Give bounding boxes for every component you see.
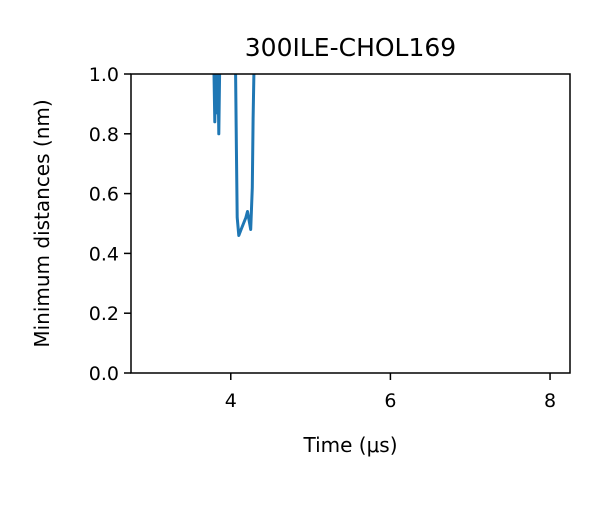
x-axis-label: Time (μs) [302, 433, 397, 457]
series-line [216, 74, 222, 136]
plot-background [131, 74, 570, 373]
chart-title: 300ILE-CHOL169 [245, 33, 456, 62]
y-tick-label: 1.0 [89, 64, 119, 86]
y-tick-label: 0.2 [89, 303, 119, 325]
x-tick-label: 8 [544, 390, 556, 412]
x-axis-ticks: 4 6 8 [225, 373, 556, 412]
y-tick-label: 0.4 [89, 243, 119, 265]
x-tick-label: 6 [384, 390, 396, 412]
y-tick-label: 0.6 [89, 184, 119, 206]
y-axis-ticks: 0.0 0.2 0.4 0.6 0.8 1.0 [89, 64, 131, 385]
plot-frame [130, 73, 571, 374]
x-tick-label: 4 [225, 390, 237, 412]
y-tick-label: 0.8 [89, 124, 119, 146]
series-layer [212, 74, 256, 237]
y-tick-label: 0.0 [89, 363, 119, 385]
series-line [234, 74, 256, 237]
y-axis-label: Minimum distances (nm) [30, 99, 54, 347]
